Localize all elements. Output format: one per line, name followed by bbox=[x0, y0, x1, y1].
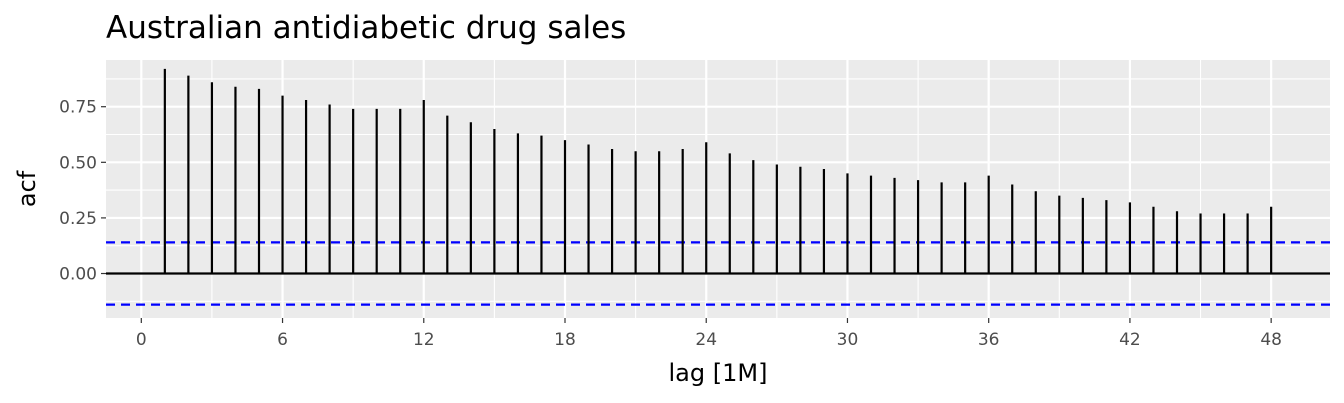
x-tick-label: 36 bbox=[978, 330, 1000, 350]
x-tick-label: 18 bbox=[554, 330, 576, 350]
y-tick-label: 0.75 bbox=[59, 98, 97, 118]
x-tick-label: 30 bbox=[837, 330, 859, 350]
chart-title: Australian antidiabetic drug sales bbox=[106, 10, 626, 46]
x-tick-label: 6 bbox=[277, 330, 288, 350]
acf-spikes bbox=[163, 68, 1273, 274]
y-tick-label: 0.25 bbox=[59, 209, 97, 229]
x-tick-label: 48 bbox=[1260, 330, 1282, 350]
x-axis-ticks: 0 6 12 18 24 30 36 42 48 bbox=[136, 318, 1282, 350]
x-tick-label: 24 bbox=[695, 330, 717, 350]
x-axis-title: lag [1M] bbox=[669, 359, 768, 387]
y-tick-label: 0.00 bbox=[59, 265, 97, 285]
x-tick-label: 42 bbox=[1119, 330, 1141, 350]
y-tick-label: 0.50 bbox=[59, 153, 97, 173]
y-axis-title: acf bbox=[13, 170, 41, 207]
y-axis-ticks: 0.00 0.25 0.50 0.75 bbox=[59, 98, 106, 285]
x-tick-label: 0 bbox=[136, 330, 147, 350]
x-tick-label: 12 bbox=[413, 330, 435, 350]
plot-panel bbox=[106, 60, 1330, 318]
reference-lines bbox=[106, 241, 1330, 306]
